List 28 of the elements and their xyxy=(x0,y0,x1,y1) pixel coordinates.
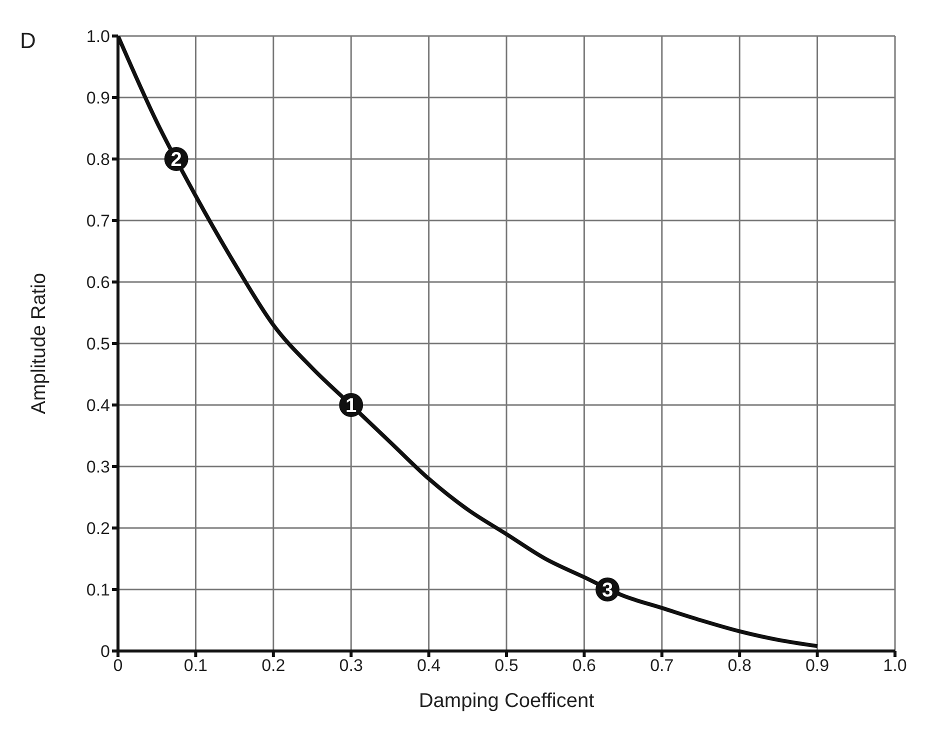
y-tick-label: 0.2 xyxy=(86,519,110,538)
x-tick-label: 0.8 xyxy=(728,656,752,676)
x-tick-label: 0.2 xyxy=(262,656,286,676)
y-tick-label: 1.0 xyxy=(86,27,110,46)
y-tick-label: 0.9 xyxy=(86,88,110,108)
y-tick-label: 0.1 xyxy=(86,580,110,600)
y-tick-label: 0.7 xyxy=(86,212,110,231)
y-tick-label: 0.6 xyxy=(86,273,110,292)
x-tick-label: 0.9 xyxy=(805,656,830,676)
x-tick-label: 1.0 xyxy=(883,656,907,676)
y-tick-label: 0.4 xyxy=(86,396,110,416)
annotation: 3 xyxy=(602,580,614,602)
x-tick-label: 0.7 xyxy=(650,656,674,676)
x-tick-label: 0.1 xyxy=(184,656,208,676)
x-axis-title: Damping Coefficent xyxy=(418,690,595,712)
x-tick-label: 0.5 xyxy=(494,656,518,676)
y-axis-title: Amplitude Ratio xyxy=(28,272,50,414)
x-tick-label: 0.3 xyxy=(339,656,363,676)
x-tick-label: 0 xyxy=(113,656,123,676)
text: D xyxy=(20,28,36,54)
y-tick-label: 0.8 xyxy=(86,150,110,170)
annotation: 2 xyxy=(170,149,182,172)
y-tick-label: 0 xyxy=(100,642,110,662)
x-tick-label: 0.4 xyxy=(416,656,441,676)
x-tick-label: 0.6 xyxy=(572,656,596,676)
y-tick-label: 0.3 xyxy=(86,458,110,477)
y-tick-label: 0.5 xyxy=(86,334,110,354)
annotation: 1 xyxy=(346,395,357,418)
